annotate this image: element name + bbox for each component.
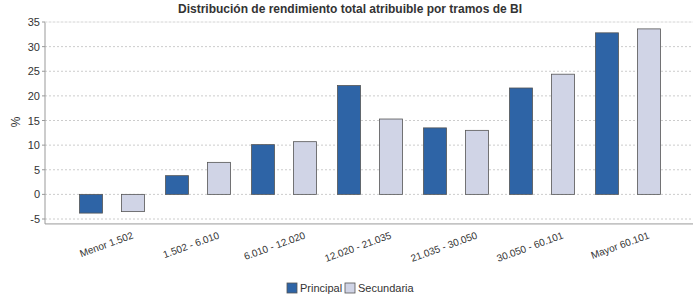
legend-swatch [287,283,297,293]
grid-line [45,22,693,23]
tick-label: 10 [28,139,40,151]
bars [80,29,661,213]
tick-label: 20 [28,90,40,102]
category-label: 12.020 - 21.035 [323,229,393,263]
tick-label: 5 [34,164,40,176]
category-label: 1.502 - 6.010 [162,229,222,260]
bar [252,145,275,195]
category-label: 21.035 - 30.050 [409,229,479,263]
bar [596,33,619,195]
title: Distribución de rendimiento total atribu… [178,2,522,16]
bar [638,29,661,194]
tick-label: 15 [28,115,40,127]
tick-label: 35 [28,16,40,28]
category-label: Menor 1.502 [78,229,135,259]
legend-swatch [345,283,355,293]
bar [466,130,489,194]
chart: Distribución de rendimiento total atribu… [0,0,700,300]
tick-label: 0 [34,188,40,200]
bar [294,142,317,195]
tick-label: -5 [30,213,40,225]
bar [166,176,189,195]
tick-label: 30 [28,41,40,53]
bar [510,88,533,194]
y-axis [45,22,46,224]
bar [122,194,145,211]
legend-label: Secundaria [358,282,415,294]
x-axis [45,223,693,224]
category-label: Mayor 60.101 [589,229,651,260]
bar [338,86,361,195]
tick-label: 25 [28,65,40,77]
bar [208,162,231,194]
grid-line [45,219,693,220]
bar [552,74,575,194]
legend-label: Principal [300,282,342,294]
bar [80,194,103,213]
category-label: 30.050 - 60.101 [495,229,565,263]
frame-top [45,22,693,23]
bar [380,119,403,194]
bar [424,128,447,194]
y-label: % [9,116,23,127]
category-label: 6.010 - 12.020 [242,229,307,262]
